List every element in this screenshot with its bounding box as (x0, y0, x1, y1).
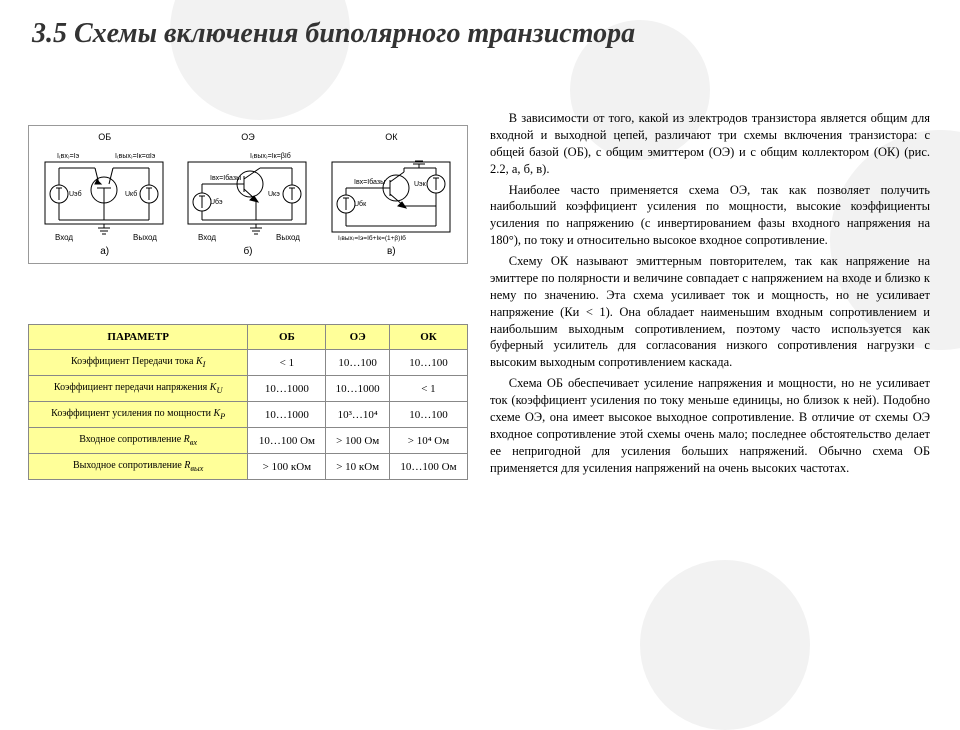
diagram-label: ОБ (98, 132, 111, 142)
diagram-label: ОЭ (241, 132, 254, 142)
circuit-diagrams: ОБ (28, 125, 468, 264)
diagram-ok: ОК (322, 132, 461, 257)
diagram-sublabel: б) (243, 246, 252, 257)
table-cell: 10…100 Ом (248, 428, 326, 454)
tag: Uэб (69, 190, 82, 198)
paragraph: Схему ОК называют эмиттерным повторителе… (490, 253, 930, 371)
tag: I₍вых₎=Iэ=Iб+Iк=(1+β)Iб (338, 234, 406, 242)
table-row: Коэффициент усиления по мощности KP10…10… (29, 402, 468, 428)
table-cell: 10…100 (389, 350, 467, 376)
table-row: Коэффициент передачи напряжения KU10…100… (29, 376, 468, 402)
paragraph: Наиболее часто применяется схема ОЭ, так… (490, 182, 930, 250)
tag: Выход (133, 233, 157, 242)
tag: Вход (198, 233, 216, 242)
tag: Iвх=Iбазы (354, 178, 385, 186)
table-row: Коэффициент Передачи тока KI< 110…10010…… (29, 350, 468, 376)
tag: Uкб (125, 190, 137, 198)
table-row: Выходное сопротивление Rвых> 100 кОм> 10… (29, 454, 468, 480)
th-param: ПАРАМЕТР (29, 325, 248, 350)
paragraph: Схема ОБ обеспечивает усиление напряжени… (490, 375, 930, 476)
paragraph: В зависимости от того, какой из электрод… (490, 110, 930, 178)
bg-circle (640, 560, 810, 730)
tag: Вход (55, 233, 73, 242)
tag: I₍вх₎=Iэ (57, 153, 80, 160)
tag: Iвх=Iбазы (210, 174, 241, 182)
diagram-ob: ОБ (35, 132, 174, 257)
tag: Uбк (354, 200, 367, 208)
diagram-sublabel: в) (387, 246, 396, 257)
tag: Выход (276, 233, 300, 242)
param-name-cell: Входное сопротивление Rвх (29, 428, 248, 454)
tag: I₍вых₎=Iк=αIэ (115, 153, 156, 160)
table-cell: > 10 кОм (326, 454, 390, 480)
th-oe: ОЭ (326, 325, 390, 350)
table-cell: > 100 Ом (326, 428, 390, 454)
table-cell: 10…100 Ом (389, 454, 467, 480)
table-cell: < 1 (248, 350, 326, 376)
table-cell: 10³…10⁴ (326, 402, 390, 428)
tag: Uкэ (268, 191, 280, 198)
param-name-cell: Коэффициент передачи напряжения KU (29, 376, 248, 402)
tag: Uэк (414, 181, 427, 188)
diagram-sublabel: а) (100, 246, 109, 257)
diagram-oe: ОЭ (178, 132, 317, 257)
table-cell: 10…100 (326, 350, 390, 376)
parameters-table: ПАРАМЕТР ОБ ОЭ ОК Коэффициент Передачи т… (28, 324, 468, 480)
th-ob: ОБ (248, 325, 326, 350)
param-name-cell: Коэффициент усиления по мощности KP (29, 402, 248, 428)
param-name-cell: Выходное сопротивление Rвых (29, 454, 248, 480)
tag: I₍вых₎=Iк=βIб (250, 152, 291, 160)
table-cell: < 1 (389, 376, 467, 402)
table-row: Входное сопротивление Rвх10…100 Ом> 100 … (29, 428, 468, 454)
diagram-label: ОК (385, 132, 397, 142)
table-cell: 10…1000 (248, 402, 326, 428)
table-cell: > 100 кОм (248, 454, 326, 480)
th-ok: ОК (389, 325, 467, 350)
table-cell: > 10⁴ Ом (389, 428, 467, 454)
table-cell: 10…1000 (326, 376, 390, 402)
body-text: В зависимости от того, какой из электрод… (490, 110, 930, 480)
param-name-cell: Коэффициент Передачи тока KI (29, 350, 248, 376)
tag: Uбэ (210, 198, 223, 206)
table-header-row: ПАРАМЕТР ОБ ОЭ ОК (29, 325, 468, 350)
table-cell: 10…100 (389, 402, 467, 428)
page-title: 3.5 Схемы включения биполярного транзист… (32, 18, 732, 50)
table-cell: 10…1000 (248, 376, 326, 402)
